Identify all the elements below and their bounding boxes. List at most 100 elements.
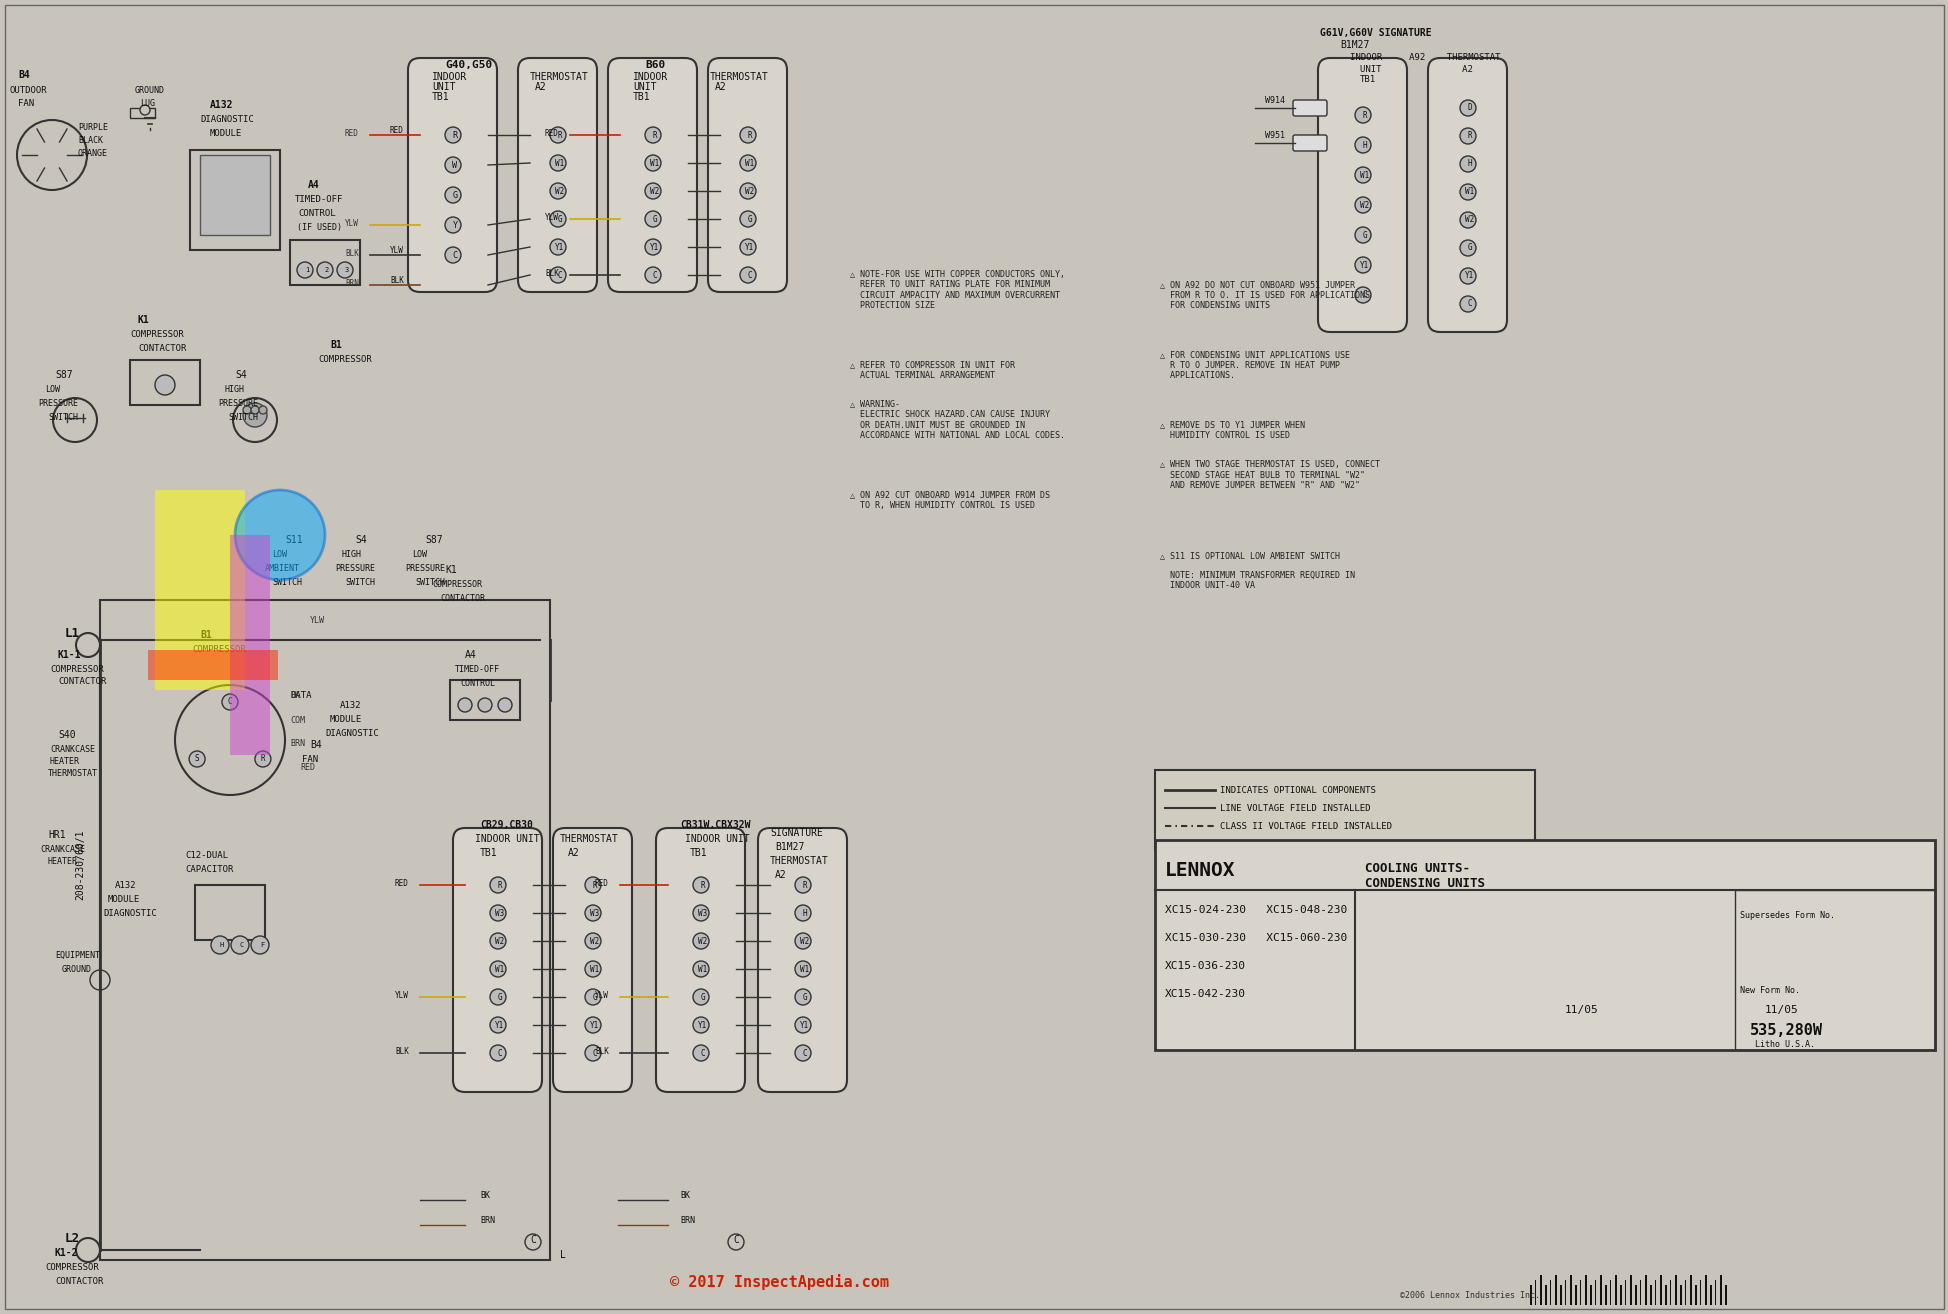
- Text: S4: S4: [355, 535, 366, 545]
- Text: INDOOR     A92    THERMOSTAT: INDOOR A92 THERMOSTAT: [1350, 53, 1500, 62]
- FancyBboxPatch shape: [407, 58, 497, 292]
- Text: G40,G50: G40,G50: [444, 60, 493, 70]
- Text: G: G: [701, 992, 705, 1001]
- Text: G: G: [452, 191, 458, 200]
- Text: △ S11 IS OPTIONAL LOW AMBIENT SWITCH: △ S11 IS OPTIONAL LOW AMBIENT SWITCH: [1159, 551, 1340, 560]
- Text: B1M27: B1M27: [775, 842, 805, 851]
- Text: CRANKCASE: CRANKCASE: [51, 745, 95, 754]
- Text: R: R: [1362, 110, 1367, 120]
- Bar: [290, 240, 360, 285]
- Text: △ ON A92 DO NOT CUT ONBOARD W951 JUMPER
  FROM R TO O. IT IS USED FOR APPLICATIO: △ ON A92 DO NOT CUT ONBOARD W951 JUMPER …: [1159, 280, 1369, 310]
- Text: XC15-042-230: XC15-042-230: [1165, 989, 1245, 999]
- Text: R: R: [748, 130, 752, 139]
- Circle shape: [477, 698, 491, 712]
- Text: LOW: LOW: [273, 551, 286, 558]
- Circle shape: [1459, 268, 1475, 284]
- Text: C: C: [1362, 290, 1367, 300]
- Text: A4: A4: [466, 650, 477, 660]
- Circle shape: [795, 876, 810, 894]
- Circle shape: [499, 698, 512, 712]
- Text: B1: B1: [201, 629, 212, 640]
- Circle shape: [489, 933, 506, 949]
- Circle shape: [444, 217, 462, 233]
- Text: G: G: [557, 214, 563, 223]
- Text: PRESSURE: PRESSURE: [335, 564, 374, 573]
- FancyBboxPatch shape: [758, 828, 847, 1092]
- Text: C: C: [530, 1235, 536, 1244]
- Text: COMPRESSOR: COMPRESSOR: [432, 579, 481, 589]
- Text: BK: BK: [680, 1190, 690, 1200]
- Circle shape: [444, 247, 462, 263]
- Text: H: H: [1467, 159, 1471, 168]
- Text: A2: A2: [775, 870, 787, 880]
- Circle shape: [740, 212, 756, 227]
- Text: G61V,G60V SIGNATURE: G61V,G60V SIGNATURE: [1319, 28, 1432, 38]
- Text: W914: W914: [1264, 96, 1284, 105]
- Text: LENNOX: LENNOX: [1165, 861, 1235, 880]
- Text: G: G: [748, 214, 752, 223]
- Text: MODULE: MODULE: [107, 895, 140, 904]
- Circle shape: [444, 127, 462, 143]
- Text: BLK: BLK: [545, 269, 559, 279]
- Text: W3: W3: [590, 908, 600, 917]
- Text: RED: RED: [390, 126, 403, 135]
- Text: W2: W2: [744, 187, 754, 196]
- Circle shape: [1354, 137, 1369, 152]
- Circle shape: [549, 212, 565, 227]
- Text: MODULE: MODULE: [210, 129, 242, 138]
- Circle shape: [645, 212, 660, 227]
- Text: MODULE: MODULE: [329, 715, 362, 724]
- Text: THERMOSTAT: THERMOSTAT: [49, 769, 97, 778]
- Text: CONTROL: CONTROL: [298, 209, 335, 218]
- Text: W2: W2: [801, 937, 808, 946]
- Text: BLK: BLK: [345, 248, 358, 258]
- Bar: [1724, 1285, 1726, 1305]
- Text: C: C: [653, 271, 656, 280]
- Bar: [1590, 1285, 1592, 1305]
- Bar: [1603, 1285, 1607, 1305]
- Circle shape: [549, 267, 565, 283]
- Text: XC15-030-230   XC15-060-230: XC15-030-230 XC15-060-230: [1165, 933, 1346, 943]
- Circle shape: [795, 961, 810, 978]
- Text: HIGH: HIGH: [224, 385, 245, 394]
- FancyBboxPatch shape: [1317, 58, 1406, 332]
- Text: FAN: FAN: [18, 99, 35, 108]
- Circle shape: [444, 156, 462, 173]
- Circle shape: [189, 752, 205, 767]
- Text: R: R: [803, 880, 806, 890]
- Text: W2: W2: [495, 937, 505, 946]
- Text: G: G: [1467, 243, 1471, 252]
- Circle shape: [255, 752, 271, 767]
- Text: COMPRESSOR: COMPRESSOR: [193, 645, 245, 654]
- Text: R: R: [261, 754, 265, 763]
- Text: C: C: [748, 271, 752, 280]
- Text: PRESSURE: PRESSURE: [37, 399, 78, 409]
- Text: Y: Y: [452, 221, 458, 230]
- Text: R: R: [452, 130, 458, 139]
- Text: 535,280W: 535,280W: [1749, 1024, 1821, 1038]
- Circle shape: [693, 1017, 709, 1033]
- Text: A132: A132: [210, 100, 234, 110]
- Text: INDOOR: INDOOR: [633, 72, 668, 81]
- Text: W2: W2: [697, 937, 707, 946]
- Text: K1: K1: [444, 565, 456, 576]
- Text: CONTACTOR: CONTACTOR: [55, 1277, 103, 1286]
- Text: W1: W1: [801, 964, 808, 974]
- Bar: [148, 650, 279, 681]
- Text: BLK: BLK: [594, 1047, 608, 1056]
- Text: R: R: [701, 880, 705, 890]
- Circle shape: [740, 127, 756, 143]
- Bar: [1529, 1285, 1531, 1305]
- FancyBboxPatch shape: [608, 58, 697, 292]
- Text: K1-1: K1-1: [58, 650, 82, 660]
- Text: W1: W1: [555, 159, 565, 167]
- Text: © 2017 InspectApedia.com: © 2017 InspectApedia.com: [670, 1275, 888, 1290]
- Text: S11: S11: [284, 535, 302, 545]
- Circle shape: [645, 239, 660, 255]
- Text: S4: S4: [236, 371, 247, 380]
- Text: RED: RED: [545, 129, 559, 138]
- Text: TIMED-OFF: TIMED-OFF: [454, 665, 501, 674]
- Text: C: C: [240, 942, 244, 947]
- Text: TB1: TB1: [690, 848, 707, 858]
- Circle shape: [251, 406, 259, 414]
